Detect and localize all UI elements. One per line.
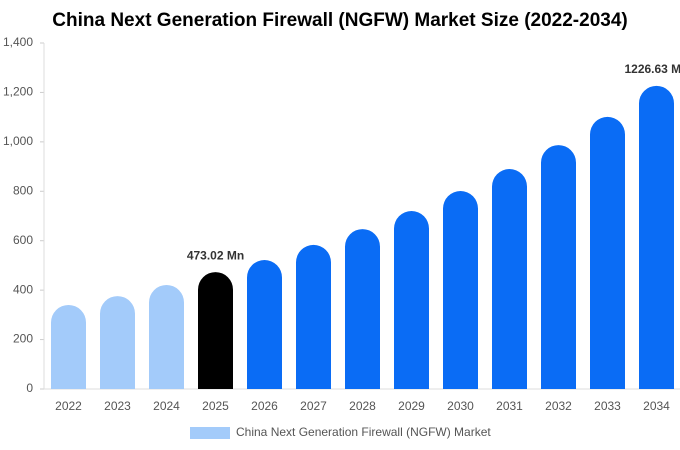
y-tick-label: 400: [13, 282, 33, 296]
chart-title: China Next Generation Firewall (NGFW) Ma…: [52, 10, 627, 31]
x-tick-label: 2025: [202, 399, 229, 413]
x-tick-label: 2032: [545, 399, 572, 413]
x-tick-label: 2027: [300, 399, 327, 413]
bar: [296, 244, 331, 389]
bar: [198, 272, 233, 389]
bar: [100, 296, 135, 389]
value-label: 473.02 Mn: [187, 248, 244, 262]
x-tick-label: 2034: [643, 399, 670, 413]
x-tick-label: 2022: [55, 399, 82, 413]
x-tick-label: 2031: [496, 399, 523, 413]
y-tick-label: 200: [13, 332, 33, 346]
x-tick-label: 2023: [104, 399, 131, 413]
x-tick-label: 2029: [398, 399, 425, 413]
y-tick-label: 0: [26, 381, 33, 395]
y-tick-label: 1,400: [3, 35, 33, 49]
bar: [443, 191, 478, 389]
legend-label: China Next Generation Firewall (NGFW) Ma…: [236, 425, 491, 439]
bar: [394, 211, 429, 389]
bar: [149, 284, 184, 389]
bar: [492, 169, 527, 389]
x-tick-label: 2028: [349, 399, 376, 413]
bar: [247, 259, 282, 389]
y-tick-label: 1,000: [3, 134, 33, 148]
y-tick-label: 1,200: [3, 85, 33, 99]
bar: [590, 116, 625, 389]
x-tick-label: 2024: [153, 399, 180, 413]
bar: [639, 85, 674, 389]
x-tick-label: 2030: [447, 399, 474, 413]
x-tick-label: 2026: [251, 399, 278, 413]
y-tick-label: 600: [13, 233, 33, 247]
bar: [51, 304, 86, 389]
y-tick-label: 800: [13, 183, 33, 197]
bar: [345, 229, 380, 389]
legend-swatch: [190, 427, 230, 439]
value-label: 1226.63 Mn: [624, 62, 680, 76]
bar: [541, 145, 576, 389]
x-tick-label: 2033: [594, 399, 621, 413]
